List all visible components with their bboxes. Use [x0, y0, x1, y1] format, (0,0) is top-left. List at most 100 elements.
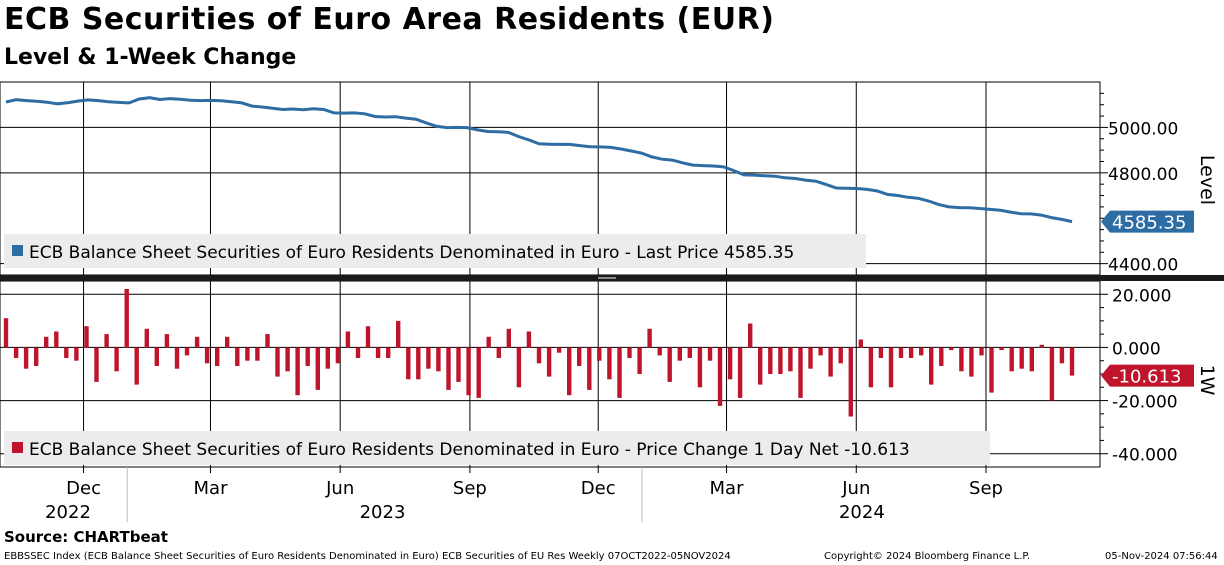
change-bar — [396, 320, 401, 348]
level-last-value: 4585.35 — [1112, 213, 1186, 234]
change-tick-label: 0.000 — [1112, 339, 1161, 359]
change-bar — [345, 331, 351, 348]
change-bar — [255, 347, 260, 361]
change-bar — [848, 347, 853, 417]
change-bar — [315, 347, 320, 390]
change-bar — [406, 347, 411, 380]
change-bar — [597, 347, 602, 361]
change-bar — [1049, 347, 1055, 401]
change-bar — [386, 347, 391, 358]
x-month-label: Sep — [969, 478, 1003, 499]
change-bar — [838, 347, 843, 364]
change-bar — [959, 347, 964, 372]
change-bar — [335, 347, 341, 364]
change-bar — [727, 347, 733, 380]
change-bar — [94, 347, 99, 382]
change-bar — [13, 347, 19, 358]
level-legend-background — [4, 234, 866, 268]
change-series — [3, 289, 1075, 417]
change-bar — [808, 347, 813, 369]
change-bar — [194, 336, 200, 348]
change-bar — [204, 347, 210, 364]
change-bar — [456, 347, 461, 382]
timestamp: 05-Nov-2024 07:56:44 — [1105, 551, 1218, 562]
change-bar — [114, 347, 119, 372]
change-bar — [657, 347, 662, 356]
change-bar — [567, 347, 572, 396]
change-bar — [758, 347, 763, 385]
page-subtitle: Level & 1-Week Change — [4, 45, 297, 70]
change-bar — [677, 347, 682, 361]
copyright: Copyright© 2024 Bloomberg Finance L.P. — [824, 551, 1031, 562]
change-bar — [44, 336, 49, 348]
change-bar — [375, 347, 381, 358]
change-bar — [989, 347, 994, 393]
change-bar — [426, 347, 431, 369]
index-info: EBBSSEC Index (ECB Balance Sheet Securit… — [4, 551, 731, 562]
change-bar — [969, 347, 974, 377]
change-bar — [929, 347, 934, 385]
change-bar — [607, 347, 612, 380]
change-bar — [496, 347, 501, 358]
change-bar — [215, 347, 220, 366]
change-bar — [999, 347, 1004, 351]
change-axis-title: 1W — [1196, 365, 1218, 396]
x-month-label: Mar — [710, 478, 745, 499]
change-bar — [3, 318, 9, 348]
x-month-label: Dec — [581, 478, 616, 499]
x-year-label: 2022 — [45, 502, 91, 523]
change-bar — [416, 347, 421, 380]
change-bar — [617, 347, 622, 398]
change-bar — [888, 347, 894, 388]
change-bar — [768, 347, 773, 374]
change-bar — [104, 334, 109, 348]
change-bar — [436, 347, 441, 372]
level-last-value-tag: 4585.35 — [1101, 210, 1194, 234]
change-bar — [707, 347, 713, 361]
change-bar — [687, 347, 692, 358]
change-bar — [878, 347, 884, 358]
x-axis: Dec Mar Jun Sep Dec Mar Jun Sep 2022 2023 2024 — [0, 466, 1100, 523]
x-month-label: Sep — [453, 478, 487, 499]
change-bar — [446, 347, 451, 390]
change-bar — [184, 347, 190, 356]
change-bar — [516, 347, 522, 388]
panel-divider-grip-icon[interactable] — [598, 277, 616, 279]
change-bar — [1069, 347, 1075, 376]
change-bar — [124, 289, 129, 348]
change-bar — [134, 347, 139, 385]
change-bar — [858, 339, 863, 348]
change-legend-background — [4, 431, 990, 465]
change-legend-label: ECB Balance Sheet Securities of Euro Res… — [29, 440, 910, 460]
change-bar — [285, 347, 290, 372]
change-bar — [325, 347, 330, 369]
change-bar — [536, 347, 542, 364]
change-bar — [245, 347, 250, 361]
change-bar — [305, 347, 310, 366]
change-bar — [365, 326, 371, 348]
change-bar — [939, 347, 944, 366]
change-bar — [577, 347, 582, 366]
change-bar — [235, 347, 240, 366]
change-bar — [1029, 347, 1034, 372]
change-bar — [34, 347, 39, 366]
change-last-value-tag: -10.613 — [1101, 364, 1194, 388]
change-bar — [748, 323, 753, 348]
x-year-label: 2023 — [360, 502, 406, 523]
change-bar — [546, 347, 552, 377]
change-bar — [587, 347, 592, 390]
change-bar — [154, 347, 159, 366]
change-bar — [1059, 347, 1065, 364]
change-bar — [697, 347, 703, 388]
change-bar — [647, 328, 652, 348]
change-bar — [54, 331, 59, 348]
change-bar — [84, 326, 89, 348]
change-bar — [798, 347, 803, 398]
change-bar — [23, 347, 29, 369]
x-month-label: Jun — [841, 478, 870, 499]
level-legend-swatch — [12, 245, 23, 256]
change-bar — [919, 347, 924, 356]
change-bar — [979, 347, 984, 356]
level-tick-label: 5000.00 — [1108, 119, 1178, 139]
